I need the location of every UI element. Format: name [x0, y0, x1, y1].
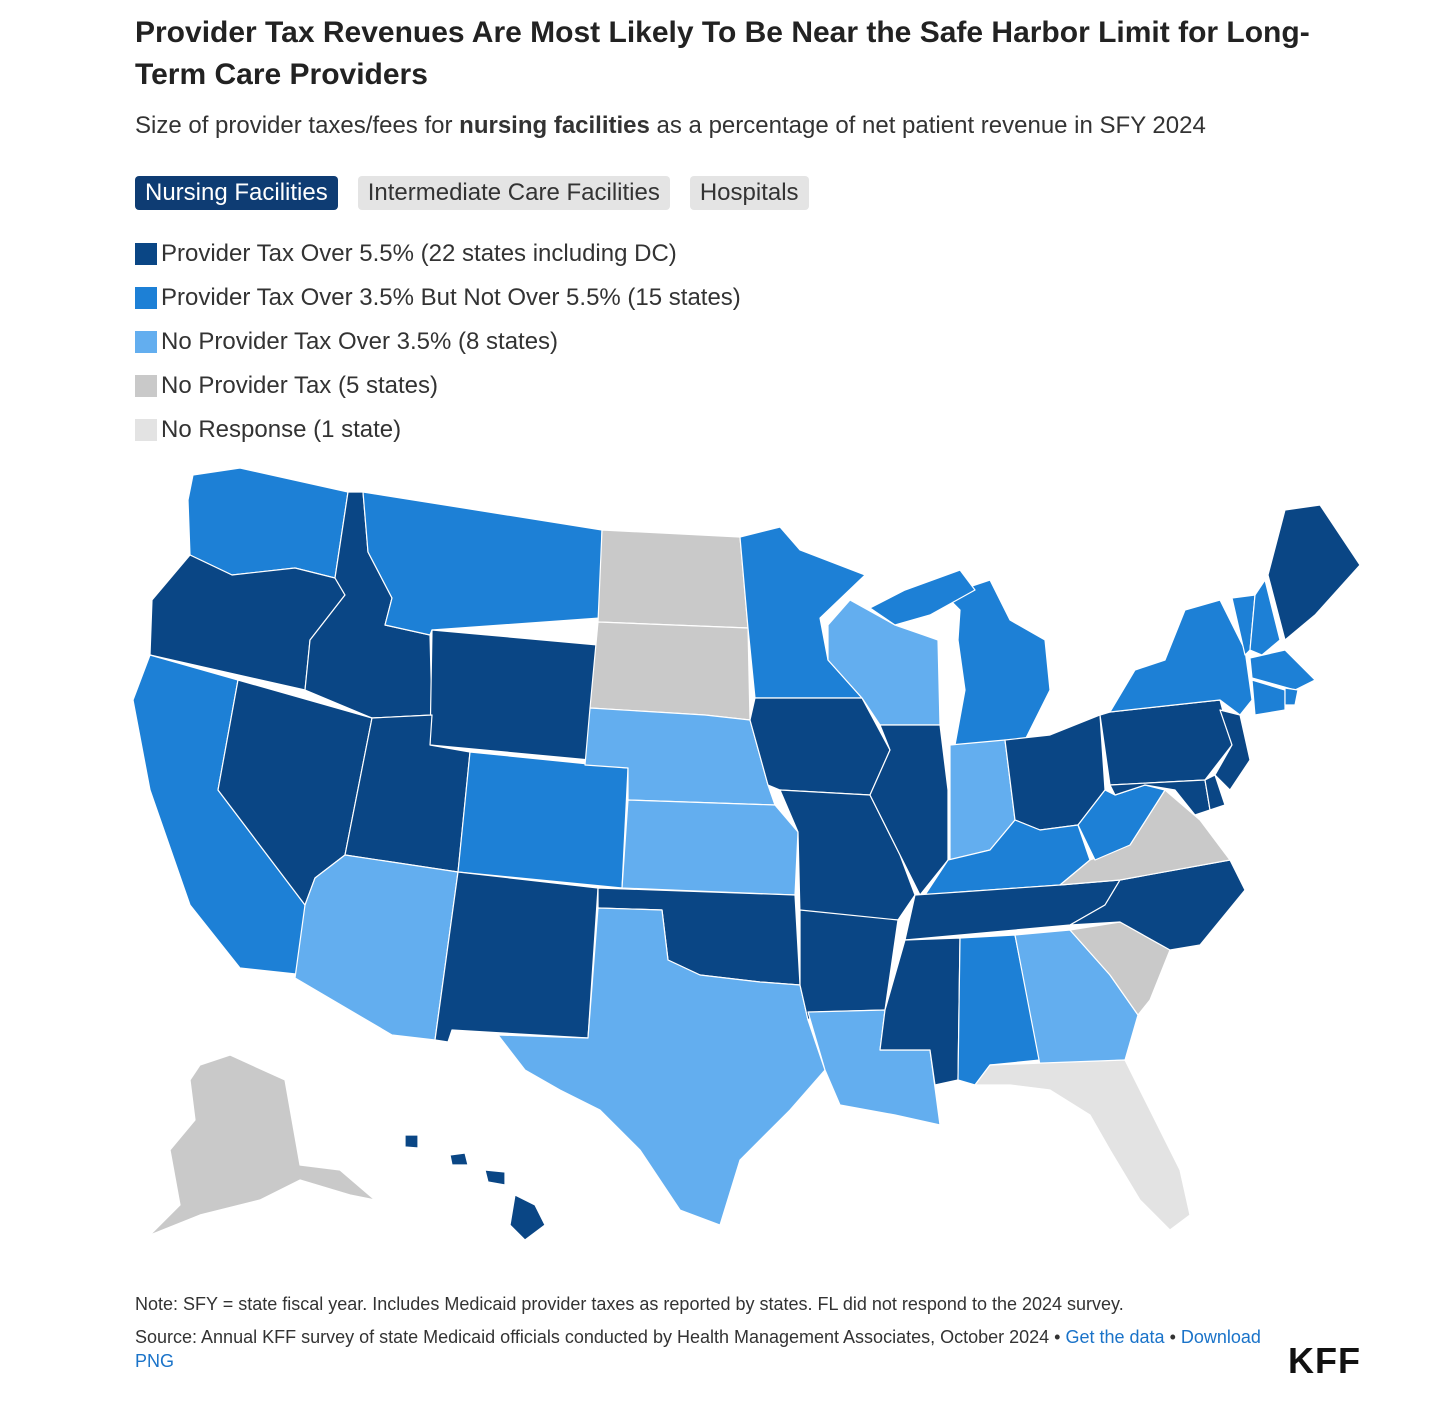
- chart-note: Note: SFY = state fiscal year. Includes …: [135, 1294, 1124, 1314]
- state-ny[interactable]: [1109, 599, 1253, 716]
- legend-item-no-response: No Response (1 state): [135, 408, 741, 452]
- state-wv[interactable]: [1077, 784, 1166, 861]
- source-text: Source: Annual KFF survey of state Medic…: [135, 1327, 1066, 1347]
- state-nm[interactable]: [434, 871, 599, 1043]
- state-wa[interactable]: [187, 467, 349, 579]
- legend-item-no-tax: No Provider Tax (5 states): [135, 364, 741, 408]
- legend-item-over-5-5: Provider Tax Over 5.5% (22 states includ…: [135, 232, 741, 276]
- chart-source: Source: Annual KFF survey of state Medic…: [135, 1325, 1275, 1373]
- state-pa[interactable]: [1099, 699, 1233, 786]
- state-sd[interactable]: [589, 621, 751, 721]
- kff-logo: KFF: [1288, 1340, 1361, 1381]
- legend-swatch: [135, 287, 157, 309]
- legend-label: No Response (1 state): [161, 416, 402, 443]
- facility-tabs: Nursing Facilities Intermediate Care Fac…: [135, 176, 809, 210]
- state-ri[interactable]: [1284, 687, 1299, 706]
- chart-title: Provider Tax Revenues Are Most Likely To…: [135, 16, 1310, 91]
- legend-label: No Provider Tax Over 3.5% (8 states): [161, 328, 559, 355]
- legend-label: No Provider Tax (5 states): [161, 372, 438, 399]
- state-ks[interactable]: [621, 799, 799, 896]
- state-ia[interactable]: [749, 697, 891, 796]
- tab-intermediate-care-facilities[interactable]: Intermediate Care Facilities: [357, 176, 670, 210]
- map-legend: Provider Tax Over 5.5% (22 states includ…: [135, 232, 741, 452]
- state-ar[interactable]: [799, 909, 899, 1021]
- download-png-link[interactable]: Download PNG: [135, 1327, 1261, 1371]
- legend-swatch: [135, 419, 157, 441]
- state-nd[interactable]: [597, 529, 749, 629]
- legend-swatch: [135, 243, 157, 265]
- state-ak[interactable]: [149, 1054, 376, 1236]
- state-hi-kauai[interactable]: [404, 1134, 419, 1149]
- state-mn[interactable]: [739, 526, 866, 699]
- state-mt[interactable]: [362, 491, 603, 636]
- state-mi-up[interactable]: [869, 569, 976, 626]
- legend-swatch: [135, 375, 157, 397]
- legend-item-3-5-to-5-5: Provider Tax Over 3.5% But Not Over 5.5%…: [135, 276, 741, 320]
- legend-swatch: [135, 331, 157, 353]
- source-separator: •: [1164, 1327, 1181, 1347]
- us-states-map: [132, 467, 1361, 1241]
- chart-subtitle: Size of provider taxes/fees for nursing …: [135, 110, 1375, 142]
- tab-hospitals[interactable]: Hospitals: [689, 176, 809, 210]
- state-co[interactable]: [457, 751, 629, 889]
- state-fl[interactable]: [974, 1059, 1191, 1231]
- get-data-link[interactable]: Get the data: [1065, 1327, 1165, 1347]
- state-ct[interactable]: [1251, 679, 1286, 716]
- state-hi-big[interactable]: [509, 1194, 546, 1241]
- state-wy[interactable]: [429, 629, 599, 761]
- legend-label: Provider Tax Over 3.5% But Not Over 5.5%…: [161, 284, 741, 311]
- state-tx[interactable]: [497, 907, 826, 1226]
- state-hi-oahu[interactable]: [449, 1152, 469, 1166]
- state-nh[interactable]: [1249, 579, 1281, 656]
- state-de[interactable]: [1204, 774, 1226, 811]
- state-hi-maui[interactable]: [484, 1169, 506, 1186]
- subtitle-text-end: as a percentage of net patient revenue i…: [649, 112, 1206, 139]
- legend-label: Provider Tax Over 5.5% (22 states includ…: [161, 240, 677, 267]
- state-az[interactable]: [294, 854, 459, 1041]
- state-ma[interactable]: [1249, 649, 1316, 691]
- state-mi[interactable]: [944, 579, 1051, 746]
- tab-nursing-facilities[interactable]: Nursing Facilities: [135, 176, 338, 210]
- legend-item-under-3-5: No Provider Tax Over 3.5% (8 states): [135, 320, 741, 364]
- subtitle-text-start: Size of provider taxes/fees for: [135, 112, 460, 139]
- subtitle-emphasis: nursing facilities: [459, 112, 650, 139]
- state-me[interactable]: [1267, 504, 1361, 641]
